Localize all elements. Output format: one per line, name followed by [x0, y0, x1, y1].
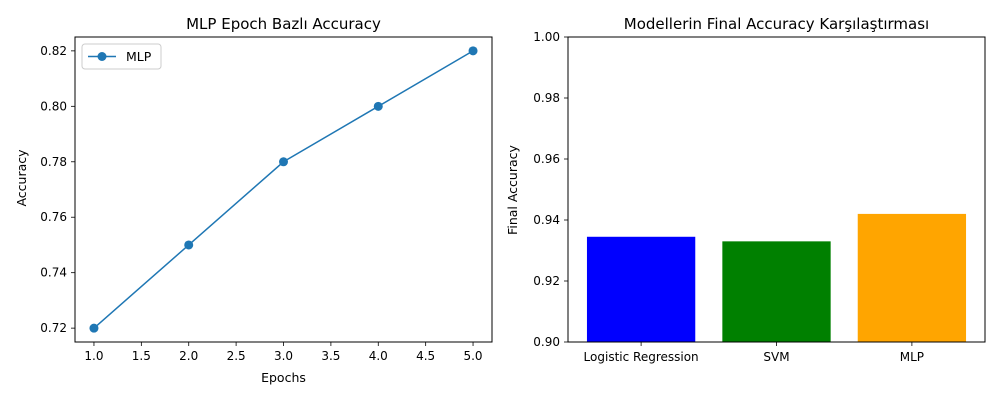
bar-chart-y-tick-label: 0.92 — [533, 274, 560, 288]
bar-chart-y-tick-label: 0.98 — [533, 91, 560, 105]
line-chart-series — [89, 46, 478, 333]
data-point — [468, 46, 478, 56]
line-chart-x-tick-label: 2.0 — [179, 349, 198, 363]
legend-marker-swatch — [97, 52, 107, 61]
line-chart-x-tick-label: 4.0 — [369, 349, 388, 363]
bar-chart-title: Modellerin Final Accuracy Karşılaştırmas… — [624, 15, 929, 33]
line-chart-x-tick-label: 3.0 — [274, 349, 293, 363]
line-chart-y-tick-label: 0.78 — [40, 155, 67, 169]
legend-label-mlp: MLP — [126, 49, 152, 64]
bar-mlp — [857, 213, 967, 342]
bar-chart-category-label: MLP — [900, 350, 924, 364]
data-point — [373, 101, 383, 111]
legend: MLP — [81, 43, 162, 70]
line-chart-y-tick-label: 0.74 — [40, 266, 67, 280]
line-chart-title: MLP Epoch Bazlı Accuracy — [186, 15, 381, 33]
line-chart-y-tick-label: 0.76 — [40, 210, 67, 224]
data-point — [89, 323, 99, 333]
line-chart-ticks: 1.0 1.5 2.0 2.5 3.0 3.5 4.0 4.5 5.0 0.72 0.74 0.76 0… — [40, 44, 482, 363]
line-chart-y-axis-label: Accuracy — [14, 149, 29, 207]
bar-svm — [722, 241, 831, 342]
bar-chart-ticks: 0.90 0.92 0.94 0.96 0.98 1.00 Logistic Regress… — [533, 30, 924, 364]
data-point — [184, 240, 194, 250]
line-chart-x-axis-label: Epochs — [261, 370, 306, 385]
bar-chart-y-tick-label: 1.00 — [533, 30, 560, 44]
bar-logistic-regression — [586, 236, 696, 342]
line-chart-x-tick-label: 1.5 — [132, 349, 151, 363]
bar-chart-y-tick-label: 0.90 — [533, 335, 560, 349]
line-chart-frame — [74, 36, 493, 343]
bar-chart-category-label: Logistic Regression — [584, 350, 699, 364]
line-chart-x-tick-label: 5.0 — [463, 349, 482, 363]
bar-chart-frame — [567, 36, 986, 343]
line-chart-y-tick-label: 0.82 — [40, 44, 67, 58]
bar-chart-bars — [586, 213, 967, 342]
line-chart-x-tick-label: 1.0 — [84, 349, 103, 363]
bar-chart-y-tick-label: 0.94 — [533, 213, 560, 227]
line-chart-y-tick-label: 0.80 — [40, 99, 67, 113]
line-chart-x-tick-label: 3.5 — [321, 349, 340, 363]
bar-chart-category-label: SVM — [763, 350, 789, 364]
line-chart-y-tick-label: 0.72 — [40, 321, 67, 335]
line-chart: MLP Epoch Bazlı Accuracy Epochs Accuracy… — [14, 15, 493, 385]
line-chart-x-tick-label: 4.5 — [416, 349, 435, 363]
line-chart-x-tick-label: 2.5 — [227, 349, 246, 363]
bar-chart: Modellerin Final Accuracy Karşılaştırmas… — [505, 15, 986, 364]
data-point — [279, 157, 288, 167]
legend-box — [81, 43, 162, 70]
bar-chart-y-tick-label: 0.96 — [533, 152, 560, 166]
bar-chart-y-axis-label: Final Accuracy — [505, 144, 520, 234]
